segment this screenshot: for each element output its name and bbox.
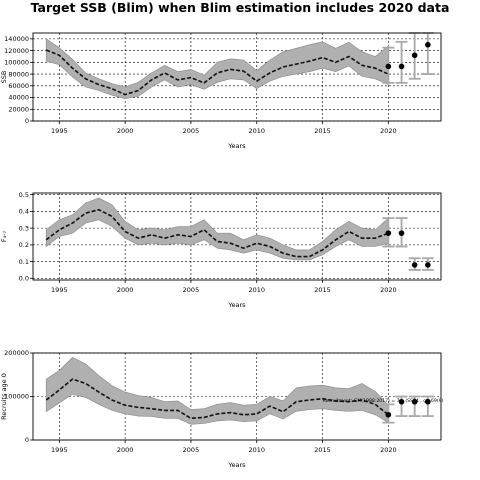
projection-point [398, 230, 405, 236]
y-tick-label: 100000 [4, 59, 29, 67]
x-axis-label: Years [227, 461, 246, 469]
projection-point [425, 398, 431, 405]
projection-point [398, 398, 405, 405]
plot-frame [32, 32, 442, 122]
panel-1: 1995 2000 2005 2010 2015 2020 0 20000 40000 60000… [0, 32, 442, 150]
y-tick-label: 0.2 [19, 241, 29, 249]
projection-point [385, 230, 392, 236]
y-tick-label: 0.1 [19, 258, 29, 266]
y-tick-label: 0.3 [19, 224, 29, 232]
confidence-band [45, 197, 389, 261]
estimate-line [45, 49, 389, 96]
x-tick-label: 2010 [248, 286, 265, 294]
x-tick-label: 2015 [314, 127, 331, 135]
estimate-line [45, 378, 389, 420]
x-tick-label: 1995 [51, 127, 68, 135]
projection-point [398, 63, 405, 70]
projection-point [411, 398, 418, 405]
x-axis-label: Years [227, 301, 246, 309]
y-tick-label: 0.4 [19, 208, 29, 216]
chart-title: Target SSB (Blim) when Blim estimation i… [30, 0, 450, 15]
x-tick-label: 2015 [314, 286, 331, 294]
y-tick-label: 80000 [8, 70, 29, 78]
estimate-line [45, 208, 389, 258]
y-axis-label: SSB [0, 71, 8, 84]
panel-2: 1995 2000 2005 2010 2015 2020 0.0 0.1 0.2 0.3 0.4 0… [0, 191, 442, 309]
x-tick-label: 2015 [314, 446, 331, 454]
y-tick-label: 140000 [4, 35, 29, 43]
y-tick-label: 200000 [4, 349, 29, 357]
x-tick-label: 1995 [51, 286, 68, 294]
x-tick-label: 2020 [380, 286, 397, 294]
plot-frame [32, 192, 442, 281]
panel-3: 1995 2000 2005 2010 2015 2020 0 100000 200000 Yea… [0, 349, 443, 469]
x-tick-label: 2005 [183, 446, 200, 454]
x-axis-label: Years [227, 142, 246, 150]
y-tick-label: 100000 [4, 393, 29, 401]
y-tick-label: 0.0 [19, 275, 29, 283]
y-axis-label: Recruits age 0 [0, 373, 8, 420]
confidence-band [45, 38, 389, 100]
x-tick-label: 2020 [380, 446, 397, 454]
x-tick-label: 1995 [51, 446, 68, 454]
y-tick-label: 40000 [8, 94, 29, 102]
x-tick-label: 2020 [380, 127, 397, 135]
x-tick-label: 2005 [183, 286, 200, 294]
projection-point [385, 411, 392, 418]
projection-point [411, 262, 418, 268]
x-tick-label: 2010 [248, 446, 265, 454]
projection-point [385, 63, 392, 70]
y-tick-label: 20000 [8, 105, 29, 113]
x-tick-label: 2010 [248, 127, 265, 135]
x-tick-label: 2005 [183, 127, 200, 135]
projection-point [411, 52, 418, 59]
y-tick-label: 120000 [4, 47, 29, 55]
annotation-text: Recruitment: GM(1988:2017) = 7... (SS24 … [323, 398, 444, 404]
projection-point [425, 262, 431, 268]
projection-point [425, 41, 431, 48]
x-tick-label: 2000 [117, 286, 134, 294]
y-tick-label: 0.5 [19, 191, 29, 199]
x-tick-label: 2000 [117, 127, 134, 135]
x-tick-label: 2000 [117, 446, 134, 454]
y-tick-label: 0 [25, 117, 29, 125]
y-axis-label: F₄‑₇ [0, 230, 8, 242]
y-tick-label: 0 [25, 436, 29, 444]
y-tick-label: 60000 [8, 82, 29, 90]
